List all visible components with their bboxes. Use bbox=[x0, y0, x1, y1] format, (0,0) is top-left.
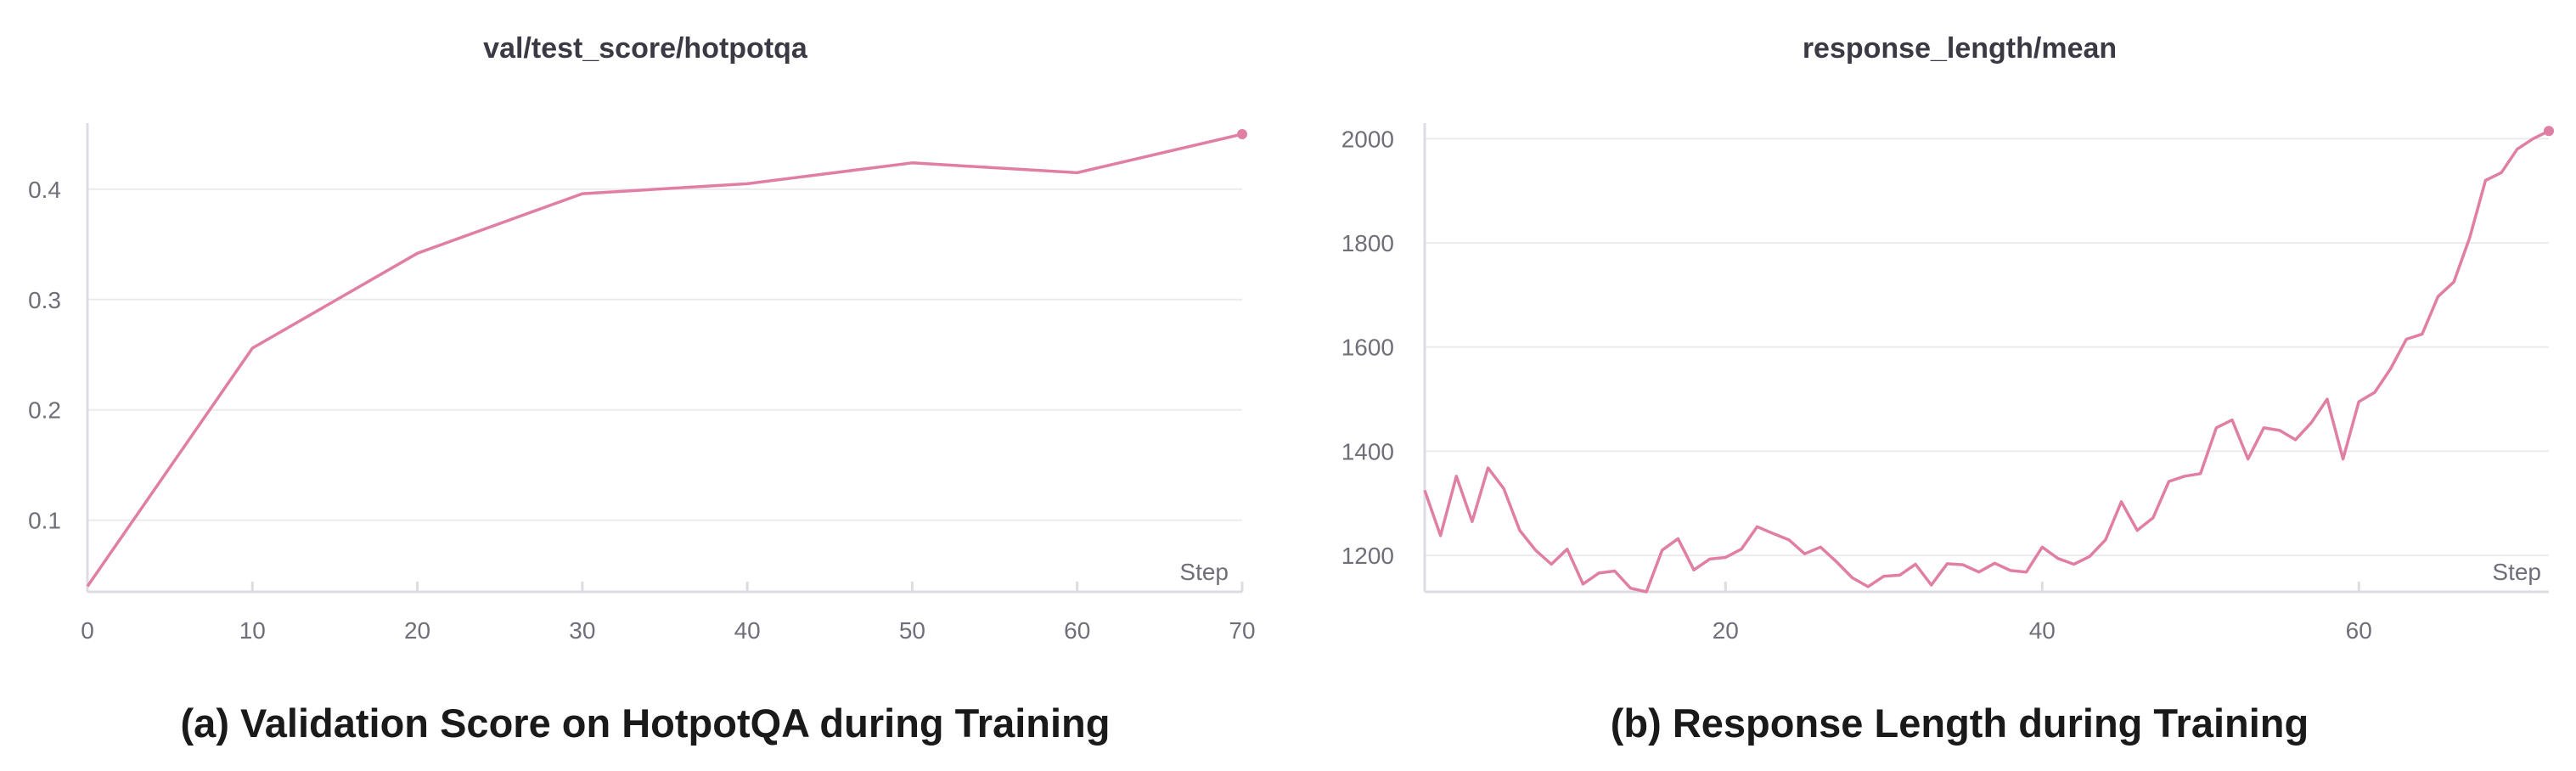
chart-panel-validation-score: val/test_score/hotpotqa 0.1 0.2 0.3 0.4 0 10… bbox=[28, 32, 1256, 746]
x-axis-label: Step bbox=[2492, 559, 2541, 585]
x-tick-labels: 20 40 60 bbox=[1713, 617, 2372, 644]
grid-lines bbox=[1425, 138, 2549, 557]
data-points bbox=[1424, 126, 2554, 593]
axis-ticks bbox=[86, 582, 1244, 592]
chart-title: response_length/mean bbox=[1803, 32, 2117, 65]
last-data-point bbox=[1237, 128, 1247, 139]
x-tick-label: 60 bbox=[1064, 617, 1090, 644]
y-tick-label: 0.3 bbox=[28, 287, 61, 313]
grid-lines bbox=[87, 188, 1242, 521]
chart-title: val/test_score/hotpotqa bbox=[483, 32, 808, 65]
series-line bbox=[86, 132, 1243, 588]
x-tick-label: 70 bbox=[1229, 617, 1255, 644]
series-line bbox=[1423, 129, 2550, 594]
y-tick-label: 1600 bbox=[1341, 335, 1394, 361]
y-tick-label: 1800 bbox=[1341, 230, 1394, 256]
y-tick-label: 1200 bbox=[1341, 543, 1394, 569]
x-axis-label: Step bbox=[1179, 559, 1229, 585]
x-tick-label: 40 bbox=[2029, 617, 2056, 644]
chart-panel-response-length: response_length/mean 1200 1400 1600 1800 200… bbox=[1341, 32, 2554, 746]
figure-caption: (b) Response Length during Training bbox=[1611, 701, 2309, 746]
x-tick-label: 60 bbox=[2346, 617, 2372, 644]
x-tick-label: 30 bbox=[569, 617, 595, 644]
y-tick-label: 2000 bbox=[1341, 126, 1394, 152]
x-tick-labels: 0 10 20 30 40 50 60 70 bbox=[81, 617, 1255, 644]
x-tick-label: 20 bbox=[1713, 617, 1739, 644]
y-tick-labels: 1200 1400 1600 1800 2000 bbox=[1341, 126, 1394, 569]
x-tick-label: 50 bbox=[899, 617, 925, 644]
axis-ticks bbox=[1724, 582, 2360, 592]
y-tick-label: 1400 bbox=[1341, 438, 1394, 464]
y-tick-label: 0.4 bbox=[28, 177, 61, 203]
x-tick-label: 10 bbox=[239, 617, 266, 644]
x-tick-label: 40 bbox=[734, 617, 761, 644]
y-tick-labels: 0.1 0.2 0.3 0.4 bbox=[28, 177, 61, 534]
x-tick-label: 20 bbox=[404, 617, 430, 644]
figure-caption: (a) Validation Score on HotpotQA during … bbox=[181, 701, 1111, 746]
data-points bbox=[87, 128, 1247, 587]
x-tick-label: 0 bbox=[81, 617, 94, 644]
y-tick-label: 0.1 bbox=[28, 508, 61, 534]
last-data-point bbox=[2544, 126, 2554, 137]
y-tick-label: 0.2 bbox=[28, 397, 61, 424]
